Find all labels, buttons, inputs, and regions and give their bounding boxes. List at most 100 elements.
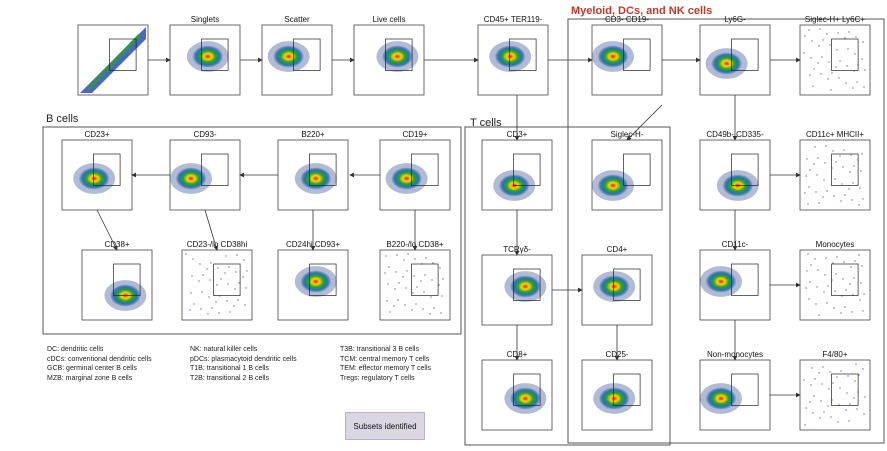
event-dot bbox=[433, 307, 435, 309]
event-dot bbox=[814, 258, 816, 260]
event-dot bbox=[415, 303, 417, 305]
event-dot bbox=[809, 74, 811, 76]
plot-panel: Ly6G- bbox=[699, 15, 771, 96]
bcells-border bbox=[42, 126, 462, 335]
event-dot bbox=[828, 388, 830, 390]
event-dot bbox=[820, 400, 822, 402]
event-dot bbox=[836, 49, 838, 51]
event-dot bbox=[832, 382, 834, 384]
event-dot bbox=[818, 314, 820, 316]
event-dot bbox=[853, 165, 855, 167]
event-dot bbox=[813, 68, 815, 70]
event-dot bbox=[862, 310, 864, 312]
density-blob bbox=[711, 52, 742, 75]
plot-panel: CD11c- bbox=[699, 240, 771, 321]
event-dot bbox=[405, 287, 407, 289]
event-dot bbox=[811, 367, 813, 369]
event-dot bbox=[863, 86, 865, 88]
event-dot bbox=[848, 188, 850, 190]
event-dot bbox=[201, 291, 203, 293]
event-dot bbox=[185, 253, 187, 255]
event-dot bbox=[235, 271, 237, 273]
event-dot bbox=[833, 307, 835, 309]
event-dot bbox=[815, 191, 817, 193]
panel-title: CD38+ bbox=[104, 240, 129, 249]
section-title-bcells: B cells bbox=[46, 113, 79, 125]
event-dot bbox=[224, 272, 226, 274]
event-dot bbox=[822, 366, 824, 368]
event-dot bbox=[851, 199, 853, 201]
event-dot bbox=[825, 257, 827, 259]
event-dot bbox=[854, 53, 856, 55]
event-dot bbox=[805, 407, 807, 409]
plot-panel: CD23+ bbox=[61, 130, 133, 211]
event-dot bbox=[844, 37, 846, 39]
gate-box bbox=[513, 373, 541, 406]
event-dot bbox=[842, 166, 844, 168]
plot-panel: B220+ bbox=[277, 130, 349, 211]
plot-panel: CD24hi CD93+ bbox=[277, 240, 349, 321]
event-dot bbox=[803, 379, 805, 381]
event-dot bbox=[861, 265, 863, 267]
event-dot bbox=[862, 198, 864, 200]
density-blob bbox=[192, 45, 224, 68]
legend-col-1: DC: dendritic cells cDCs: conventional d… bbox=[47, 345, 152, 383]
event-dot bbox=[246, 270, 248, 272]
event-dot bbox=[837, 421, 839, 423]
event-dot bbox=[855, 363, 857, 365]
event-dot bbox=[202, 274, 204, 276]
panel-title: CD23-/lo CD38hi bbox=[187, 240, 248, 249]
legend-item: T2B: transitional 2 B cells bbox=[190, 374, 269, 382]
event-dot bbox=[815, 303, 817, 305]
event-dot bbox=[804, 424, 806, 426]
event-dot bbox=[191, 275, 193, 277]
panel-title: Live cells bbox=[373, 15, 406, 24]
density-blob bbox=[175, 167, 207, 190]
event-dot bbox=[193, 303, 195, 305]
gate-box bbox=[113, 263, 141, 296]
subsets-identified-button[interactable]: Subsets identified bbox=[345, 412, 425, 440]
event-dot bbox=[839, 387, 841, 389]
event-dot bbox=[823, 291, 825, 293]
panel-title: CD93- bbox=[193, 130, 216, 139]
gate-box bbox=[731, 38, 759, 71]
event-dot bbox=[389, 311, 391, 313]
plot-panel: CD3- CD19- bbox=[591, 15, 663, 96]
density-blob bbox=[597, 45, 629, 68]
event-dot bbox=[816, 174, 818, 176]
event-dot bbox=[839, 155, 841, 157]
event-dot bbox=[860, 170, 862, 172]
event-dot bbox=[835, 161, 837, 163]
event-dot bbox=[190, 292, 192, 294]
gate-box bbox=[831, 263, 859, 296]
event-dot bbox=[817, 157, 819, 159]
gate-box bbox=[201, 153, 229, 186]
event-dot bbox=[429, 313, 431, 315]
event-dot bbox=[843, 261, 845, 263]
event-dot bbox=[809, 401, 811, 403]
event-dot bbox=[862, 41, 864, 43]
gate-box bbox=[731, 263, 759, 296]
event-dot bbox=[804, 35, 806, 37]
event-dot bbox=[192, 258, 194, 260]
event-dot bbox=[830, 89, 832, 91]
event-dot bbox=[242, 276, 244, 278]
event-dot bbox=[805, 287, 807, 289]
event-dot bbox=[859, 299, 861, 301]
section-title-tcells: T cells bbox=[470, 117, 502, 129]
plot-panel: CD49b- CD335- bbox=[699, 130, 771, 211]
event-dot bbox=[411, 309, 413, 311]
event-dot bbox=[831, 72, 833, 74]
plot-panel bbox=[77, 24, 149, 96]
gate-box bbox=[411, 153, 439, 186]
plot-panel: Scatter bbox=[261, 15, 333, 96]
event-dot bbox=[818, 202, 820, 204]
event-dot bbox=[824, 162, 826, 164]
event-dot bbox=[812, 85, 814, 87]
event-dot bbox=[819, 417, 821, 419]
event-dot bbox=[842, 278, 844, 280]
panel-title: Scatter bbox=[284, 15, 310, 24]
plot-panel: Monocytes bbox=[799, 240, 871, 321]
event-dot bbox=[236, 254, 238, 256]
